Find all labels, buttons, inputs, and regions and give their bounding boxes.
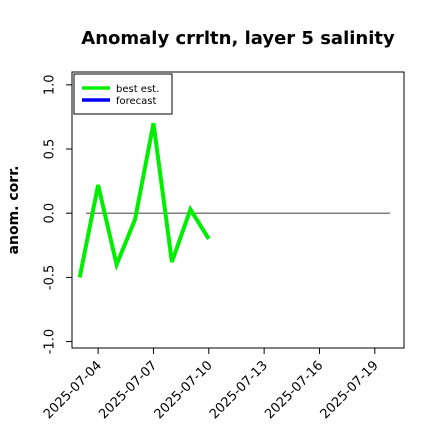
plot-frame — [71, 71, 405, 349]
y-tick-label: 1.0 — [43, 74, 58, 95]
y-axis-label: anom. corr. — [6, 166, 22, 255]
y-tick-label: -0.5 — [43, 265, 58, 290]
chart-title: Anomaly crrltn, layer 5 salinity — [81, 28, 395, 49]
y-tick-label: 0.5 — [43, 139, 58, 160]
x-tick-label: 2025-07-16 — [262, 358, 326, 422]
x-tick-label: 2025-07-04 — [41, 358, 105, 422]
legend-label: forecast — [116, 96, 157, 107]
x-tick-label: 2025-07-19 — [318, 358, 382, 422]
x-tick-label: 2025-07-13 — [207, 358, 271, 422]
series-line-0 — [77, 122, 211, 278]
x-tick-label: 2025-07-07 — [96, 358, 160, 422]
y-tick-label: -1.0 — [43, 329, 58, 354]
legend-label: best est. — [116, 84, 159, 95]
plot-area: -1.0-0.50.00.51.02025-07-042025-07-07202… — [41, 71, 405, 422]
y-tick-label: 0.0 — [43, 203, 58, 224]
legend-box — [73, 73, 173, 115]
x-tick-label: 2025-07-10 — [152, 358, 216, 422]
